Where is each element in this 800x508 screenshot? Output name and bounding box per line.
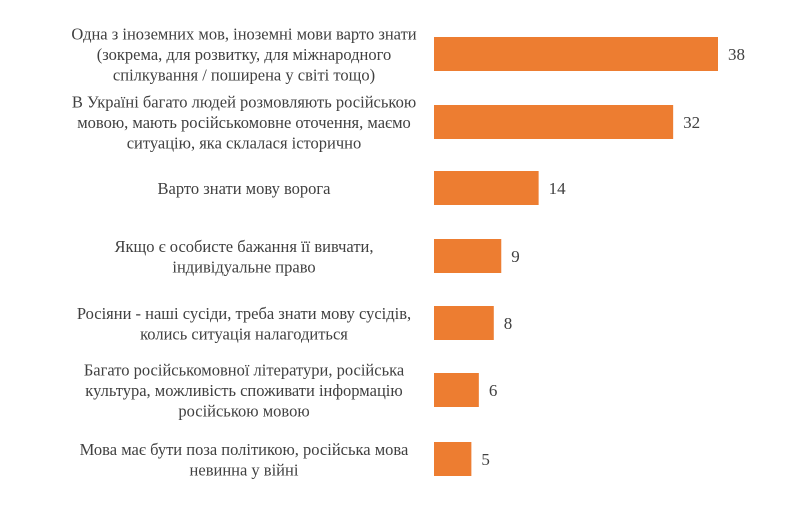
category-label: культура, можливість споживати інформаці…	[85, 381, 402, 400]
category-label: індивідуальне право	[172, 257, 315, 276]
category-label: колись ситуація налагодиться	[140, 324, 348, 343]
bar	[434, 37, 718, 71]
bar	[434, 373, 479, 407]
data-label: 8	[504, 314, 512, 333]
category-label: Багато російськомовної літератури, росій…	[84, 361, 405, 380]
category-label: Варто знати мову ворога	[158, 179, 332, 198]
bar	[434, 442, 472, 476]
bar	[434, 105, 674, 139]
category-label: Якщо є особисте бажання її вивчати,	[114, 237, 373, 256]
category-label: Мова має бути поза політикою, російська …	[80, 440, 409, 459]
data-label: 32	[683, 113, 700, 132]
category-label: Росіяни - наші сусіди, треба знати мову …	[77, 304, 411, 323]
category-label: В Україні багато людей розмовляють росій…	[72, 93, 416, 112]
bar	[434, 239, 502, 273]
category-label: Одна з іноземних мов, іноземні мови варт…	[71, 25, 416, 44]
category-label: ситуацію, яка склалася історично	[127, 134, 362, 153]
category-label: спілкування / поширена у світі тощо)	[113, 66, 375, 85]
bar	[434, 171, 539, 205]
category-label: мовою, мають російськомовне оточення, ма…	[77, 113, 411, 132]
data-label: 38	[728, 45, 745, 64]
data-label: 6	[489, 381, 498, 400]
data-label: 9	[511, 247, 520, 266]
category-label: (зокрема, для розвитку, для міжнародного	[97, 45, 392, 64]
data-label: 5	[481, 450, 490, 469]
bar	[434, 306, 494, 340]
category-label: російською мовою	[178, 402, 309, 421]
category-label: невинна у війні	[190, 460, 299, 479]
data-label: 14	[549, 179, 567, 198]
